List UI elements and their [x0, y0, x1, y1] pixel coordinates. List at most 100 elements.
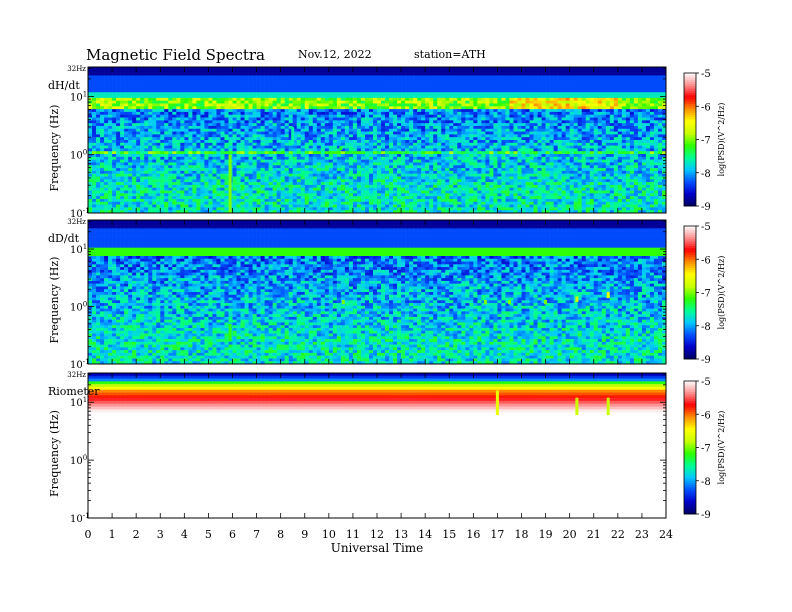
spectrogram-cell: [280, 117, 285, 121]
spectrogram-cell: [465, 109, 470, 113]
spectrogram-cell: [405, 95, 410, 99]
spectrogram-cell: [417, 72, 422, 76]
spectrogram-cell: [160, 125, 165, 130]
spectrogram-cell: [332, 131, 338, 135]
spectrogram-cell: [352, 86, 358, 90]
spectrogram-cell: [236, 92, 241, 96]
spectrogram-cell: [457, 117, 462, 121]
spectrogram-cell: [457, 109, 462, 113]
spectrogram-cell: [509, 92, 514, 96]
spectrogram-cell: [605, 83, 611, 87]
spectrogram-cell: [196, 75, 201, 79]
spectrogram-cell: [505, 128, 510, 132]
spectrogram-cell: [565, 148, 570, 152]
spectrogram-cell: [228, 109, 233, 113]
spectrogram-cell: [529, 109, 534, 113]
spectrogram-cell: [549, 109, 554, 113]
spectrogram-cell: [292, 123, 298, 127]
spectrogram-cell: [489, 120, 494, 124]
spectrogram-cell: [228, 72, 233, 76]
spectrogram-cell: [465, 125, 470, 130]
spectrogram-cell: [352, 75, 358, 79]
spectrogram-cell: [120, 89, 125, 93]
spectrogram-cell: [360, 140, 366, 144]
spectrogram-cell: [525, 111, 530, 116]
spectrogram-cell: [360, 83, 366, 87]
spectrogram-cell: [100, 114, 105, 118]
spectrogram-cell: [136, 156, 141, 160]
spectrogram-cell: [657, 137, 663, 141]
spectrogram-cell: [284, 69, 289, 73]
spectrogram-cell: [360, 86, 366, 90]
spectrogram-cell: [629, 159, 635, 163]
spectrogram-cell: [224, 117, 229, 121]
spectrogram-cell: [328, 89, 334, 93]
spectrogram-cell: [132, 72, 137, 76]
spectrogram-cell: [449, 120, 454, 124]
spectrogram-cell: [545, 72, 550, 76]
spectrogram-cell: [633, 83, 639, 87]
spectrogram-cell: [88, 78, 93, 82]
spectrogram-cell: [100, 142, 105, 146]
spectrogram-cell: [168, 75, 173, 79]
spectrogram-cell: [405, 148, 410, 152]
spectrogram-cell: [132, 97, 137, 101]
spectrogram-cell: [653, 151, 659, 155]
spectrogram-cell: [112, 123, 117, 127]
spectrogram-cell: [128, 72, 133, 76]
spectrogram-cell: [308, 140, 314, 144]
spectrogram-cell: [393, 154, 398, 158]
spectrogram-cell: [417, 156, 422, 160]
spectrogram-cell: [276, 95, 281, 99]
spectrogram-cell: [228, 114, 233, 118]
spectrogram-cell: [509, 145, 514, 149]
spectrogram-cell: [565, 72, 570, 76]
spectrogram-cell: [136, 111, 141, 116]
spectrogram-cell: [268, 83, 273, 87]
spectrogram-cell: [573, 72, 578, 76]
spectrogram-cell: [244, 140, 249, 144]
spectrogram-cell: [621, 120, 627, 124]
spectrogram-cell: [124, 125, 129, 130]
spectrogram-cell: [393, 159, 398, 163]
spectrogram-cell: [517, 111, 522, 116]
spectrogram-cell: [184, 156, 189, 160]
spectrogram-cell: [148, 131, 153, 135]
spectrogram-cell: [308, 117, 314, 121]
spectrogram-cell: [413, 156, 418, 160]
spectrogram-cell: [180, 111, 185, 116]
spectrogram-cell: [481, 114, 486, 118]
spectrogram-cell: [445, 140, 450, 144]
spectrogram-cell: [352, 125, 358, 130]
spectrogram-cell: [312, 67, 318, 71]
spectrogram-cell: [212, 83, 217, 87]
spectrogram-cell: [653, 69, 659, 73]
spectrogram-cell: [497, 72, 502, 76]
spectrogram-cell: [593, 125, 599, 130]
spectrogram-cell: [565, 103, 570, 107]
spectrogram-cell: [360, 142, 366, 146]
spectrogram-cell: [296, 103, 302, 107]
spectrogram-cell: [417, 145, 422, 149]
spectrogram-cell: [425, 72, 430, 76]
spectrogram-cell: [625, 137, 631, 141]
spectrogram-cell: [597, 109, 603, 113]
spectrogram-cell: [140, 86, 145, 90]
spectrogram-cell: [304, 111, 310, 116]
spectrogram-cell: [617, 72, 623, 76]
spectrogram-cell: [280, 156, 285, 160]
spectrogram-cell: [204, 117, 209, 121]
spectrogram-cell: [529, 95, 534, 99]
spectrogram-cell: [340, 137, 346, 141]
spectrogram-cell: [545, 114, 550, 118]
spectrogram-cell: [377, 123, 382, 127]
spectrogram-cell: [513, 103, 518, 107]
spectrogram-cell: [140, 89, 145, 93]
spectrogram-cell: [413, 75, 418, 79]
spectrogram-cell: [493, 156, 498, 160]
spectrogram-cell: [589, 103, 595, 107]
spectrogram-cell: [224, 81, 229, 85]
spectrogram-cell: [316, 142, 322, 146]
spectrogram-cell: [613, 131, 619, 135]
spectrogram-cell: [481, 134, 486, 138]
